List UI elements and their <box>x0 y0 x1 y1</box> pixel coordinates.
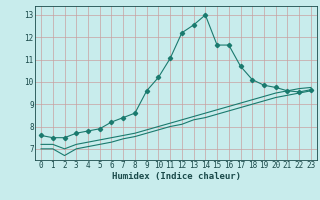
X-axis label: Humidex (Indice chaleur): Humidex (Indice chaleur) <box>111 172 241 181</box>
